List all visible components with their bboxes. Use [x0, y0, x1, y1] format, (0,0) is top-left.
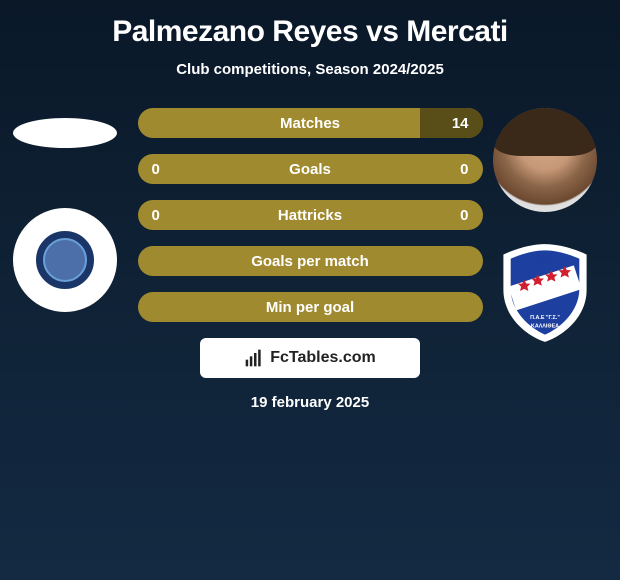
stats-section: 1966 Π.Α.Ε "Γ.Σ." ΚΑΛΛΙΘΕΑ Matches14Goal…	[0, 108, 620, 322]
badge-club-text: Π.Α.Ε "Γ.Σ."	[530, 315, 560, 321]
shield-icon: 1966 Π.Α.Ε "Γ.Σ." ΚΑΛΛΙΘΕΑ	[493, 240, 597, 344]
player-left-avatar	[13, 118, 117, 148]
stat-label: Goals per match	[251, 253, 369, 270]
player-right-avatar	[493, 108, 597, 212]
stat-row: Goals 0 0	[138, 154, 483, 184]
player-right-column: 1966 Π.Α.Ε "Γ.Σ." ΚΑΛΛΙΘΕΑ	[480, 108, 610, 344]
infographic-root: Palmezano Reyes vs Mercati Club competit…	[0, 0, 620, 580]
stat-right-value: 0	[460, 207, 468, 224]
stat-left-value: 0	[152, 207, 160, 224]
brand-text: FcTables.com	[270, 349, 376, 367]
subtitle: Club competitions, Season 2024/2025	[0, 61, 620, 78]
brand-box: FcTables.com	[200, 338, 420, 378]
stat-label: Goals	[289, 161, 331, 178]
player-left-club-badge	[13, 208, 117, 312]
page-title: Palmezano Reyes vs Mercati	[0, 15, 620, 49]
stat-row: Matches 14	[138, 108, 483, 138]
chart-bars-icon	[244, 348, 264, 368]
player-left-column	[0, 108, 130, 312]
club-badge-inner-icon	[33, 228, 97, 292]
stat-label: Hattricks	[278, 207, 342, 224]
stat-row: Min per goal	[138, 292, 483, 322]
stat-right-value: 14	[452, 115, 469, 132]
stat-right-value: 0	[460, 161, 468, 178]
stat-row: Hattricks 0 0	[138, 200, 483, 230]
stat-label: Matches	[280, 115, 340, 132]
badge-year-text: 1966	[533, 255, 556, 266]
stat-label: Min per goal	[266, 299, 354, 316]
player-right-club-badge: 1966 Π.Α.Ε "Γ.Σ." ΚΑΛΛΙΘΕΑ	[493, 240, 597, 344]
stat-rows: Matches 14 Goals 0 0 Hattricks 0 0 Goals per mat…	[138, 108, 483, 322]
svg-text:ΚΑΛΛΙΘΕΑ: ΚΑΛΛΙΘΕΑ	[531, 323, 559, 329]
stat-row: Goals per match	[138, 246, 483, 276]
stat-left-value: 0	[152, 161, 160, 178]
date-line: 19 february 2025	[0, 394, 620, 411]
